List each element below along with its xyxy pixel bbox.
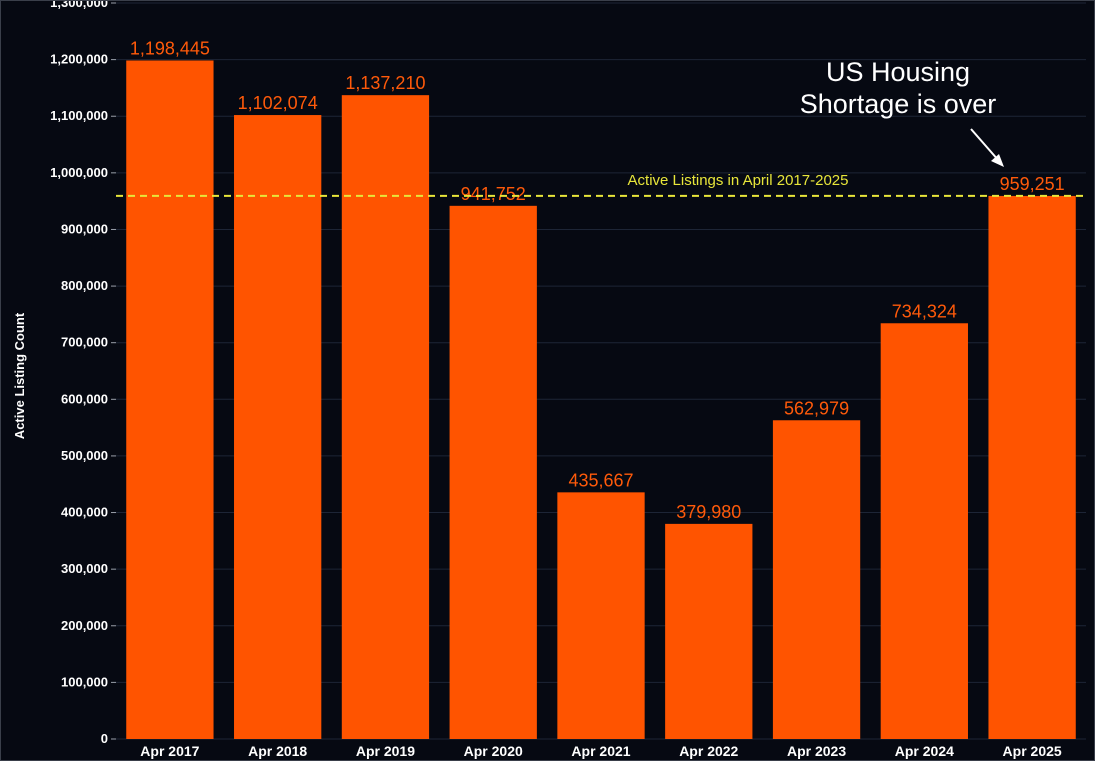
x-tick-label: Apr 2018 xyxy=(248,743,307,759)
bar xyxy=(772,420,861,739)
y-axis-title: Active Listing Count xyxy=(12,312,27,439)
y-tick-label: 700,000 xyxy=(61,335,108,350)
bar-value-label: 734,324 xyxy=(892,301,957,321)
y-tick-label: 300,000 xyxy=(61,561,108,576)
annotation-arrow xyxy=(970,128,1000,162)
annotation-line-2: Shortage is over xyxy=(800,89,997,119)
x-tick-label: Apr 2024 xyxy=(895,743,954,759)
bar xyxy=(341,95,430,739)
x-axis-labels: Apr 2017 Apr 2018 Apr 2019 Apr 2020 Apr 2021… xyxy=(140,743,1062,759)
x-tick-label: Apr 2019 xyxy=(356,743,415,759)
bar-value-label: 562,979 xyxy=(784,398,849,418)
y-tick-label: 100,000 xyxy=(61,674,108,689)
bar-value-label: 1,198,445 xyxy=(130,38,210,58)
annotation-arrowhead-icon xyxy=(991,154,1004,167)
bars xyxy=(126,60,1076,740)
y-tick-label: 600,000 xyxy=(61,391,108,406)
y-tick-label: 1,000,000 xyxy=(50,165,108,180)
y-tick-label: 500,000 xyxy=(61,448,108,463)
annotation: US Housing Shortage is over xyxy=(800,57,1004,167)
bar-value-label: 941,752 xyxy=(461,184,526,204)
bar-value-label: 959,251 xyxy=(1000,174,1065,194)
x-tick-label: Apr 2023 xyxy=(787,743,846,759)
annotation-line-1: US Housing xyxy=(826,57,970,87)
bar xyxy=(449,205,537,739)
bar xyxy=(557,492,645,739)
bar xyxy=(880,323,968,739)
y-axis-ticks: 0 100,000 200,000 300,000 400,000 500,000 600,… xyxy=(50,1,108,746)
bar-value-label: 379,980 xyxy=(676,502,741,522)
bar xyxy=(988,195,1076,739)
bar xyxy=(126,60,214,740)
y-tick-label: 400,000 xyxy=(61,505,108,520)
bar-value-label: 1,137,210 xyxy=(345,73,425,93)
y-tick-label: 1,100,000 xyxy=(50,108,108,123)
value-labels: 1,198,445 1,102,074 1,137,210 941,752 435,66… xyxy=(130,38,1065,521)
y-tick-label: 0 xyxy=(101,731,108,746)
y-tick-label: 200,000 xyxy=(61,618,108,633)
y-tick-label: 800,000 xyxy=(61,278,108,293)
bar xyxy=(234,115,322,739)
reference-line-group: Active Listings in April 2017-2025 xyxy=(116,172,1086,197)
bar-value-label: 435,667 xyxy=(568,470,633,490)
x-tick-label: Apr 2025 xyxy=(1003,743,1062,759)
x-tick-label: Apr 2022 xyxy=(679,743,738,759)
x-tick-label: Apr 2020 xyxy=(464,743,523,759)
y-tick-label: 900,000 xyxy=(61,221,108,236)
y-tick-label: 1,200,000 xyxy=(50,52,108,67)
reference-line-label: Active Listings in April 2017-2025 xyxy=(628,172,849,189)
bar-value-label: 1,102,074 xyxy=(238,93,318,113)
x-tick-label: Apr 2021 xyxy=(571,743,630,759)
bar xyxy=(665,523,753,739)
x-tick-label: Apr 2017 xyxy=(140,743,199,759)
y-tick-label: 1,300,000 xyxy=(50,1,108,10)
